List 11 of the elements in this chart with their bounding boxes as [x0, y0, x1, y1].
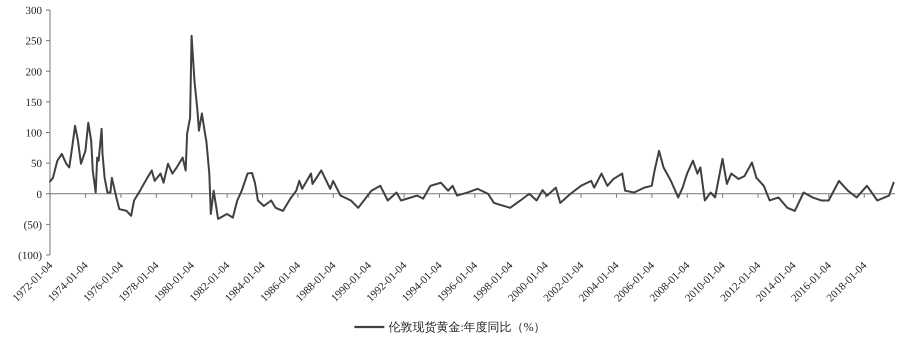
legend-label: 伦敦现货黄金:年度同比（%）: [388, 320, 546, 334]
y-tick-label: 250: [26, 36, 42, 48]
y-tick-label: 300: [26, 5, 42, 17]
y-tick-label: 0: [36, 188, 42, 201]
legend: 伦敦现货黄金:年度同比（%）: [354, 320, 546, 334]
y-tick-label: (50): [24, 219, 42, 232]
y-tick-label: 150: [26, 96, 42, 109]
y-tick-label: 100: [26, 128, 42, 140]
y-tick-label: (100): [18, 250, 42, 262]
y-tick-label: 50: [31, 158, 42, 170]
y-tick-label: 200: [26, 66, 42, 78]
